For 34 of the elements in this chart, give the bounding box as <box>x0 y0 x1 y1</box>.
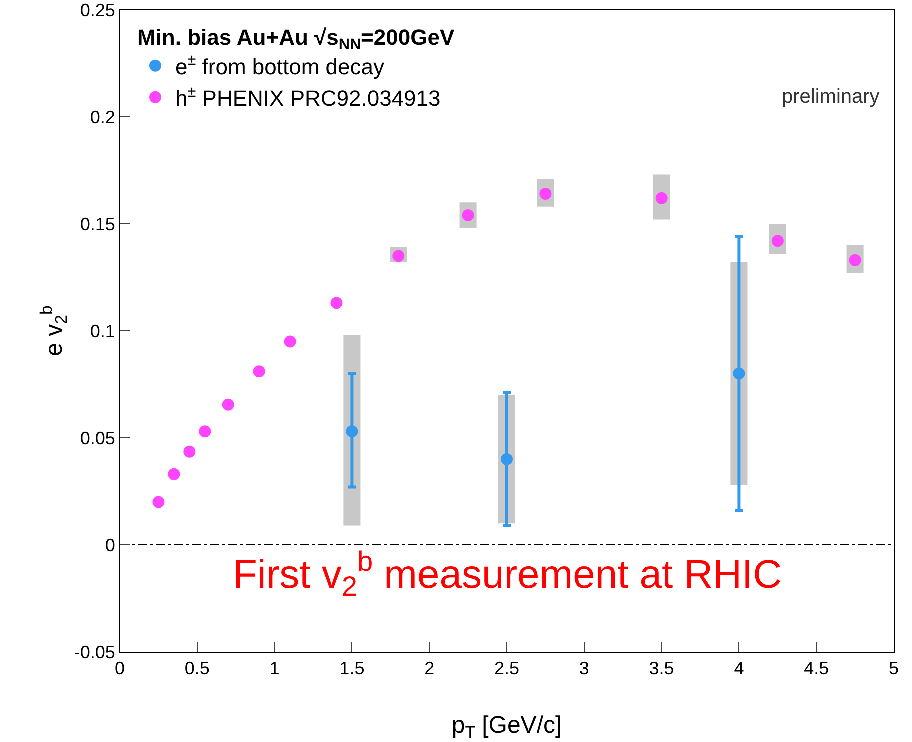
annotation: preliminary <box>782 86 880 108</box>
legend-label: e$^{±}$ from bottom decay <box>175 52 384 80</box>
y-tick-label: 0.05 <box>80 428 116 448</box>
x-tick-label: 3.5 <box>649 658 674 679</box>
point <box>346 426 358 438</box>
point <box>733 368 746 380</box>
legend-label: h$^{±}$ PHENIX PRC92.034913 <box>175 84 441 111</box>
y-tick-label: 0 <box>105 535 116 556</box>
point <box>253 366 266 378</box>
y-tick-label: 0.15 <box>80 214 116 234</box>
point <box>152 496 165 508</box>
point <box>284 336 296 348</box>
annotation: First v$_{2}$$^{b}$ measurement at RHIC <box>233 546 782 602</box>
x-tick-label: 4 <box>734 658 744 679</box>
point <box>168 468 180 480</box>
y-tick-label: -0.05 <box>74 642 116 662</box>
point <box>184 446 196 458</box>
x-tick-label: 1.5 <box>340 658 365 679</box>
x-tick-label: 5 <box>888 658 900 679</box>
y-tick-label: 0.1 <box>90 321 116 342</box>
x-tick-label: 4.5 <box>804 658 830 679</box>
x-tick-label: 3 <box>579 658 590 679</box>
x-tick-label: 1 <box>270 658 280 679</box>
y-tick-label: 0.2 <box>90 107 116 128</box>
x-tick-label: 2 <box>424 658 435 679</box>
point <box>330 297 343 310</box>
legend-title: Min. bias Au+Au √s$_{NN}$=200GeV <box>137 25 455 54</box>
y-tick-label: 0.25 <box>80 0 116 20</box>
x-tick-label: 2.5 <box>494 658 520 679</box>
x-tick-label: 0.5 <box>184 658 210 679</box>
point <box>501 453 513 466</box>
x-axis-title: p$_{T}$ [GeV/c] <box>452 712 562 742</box>
point <box>222 398 234 411</box>
point <box>199 426 212 438</box>
